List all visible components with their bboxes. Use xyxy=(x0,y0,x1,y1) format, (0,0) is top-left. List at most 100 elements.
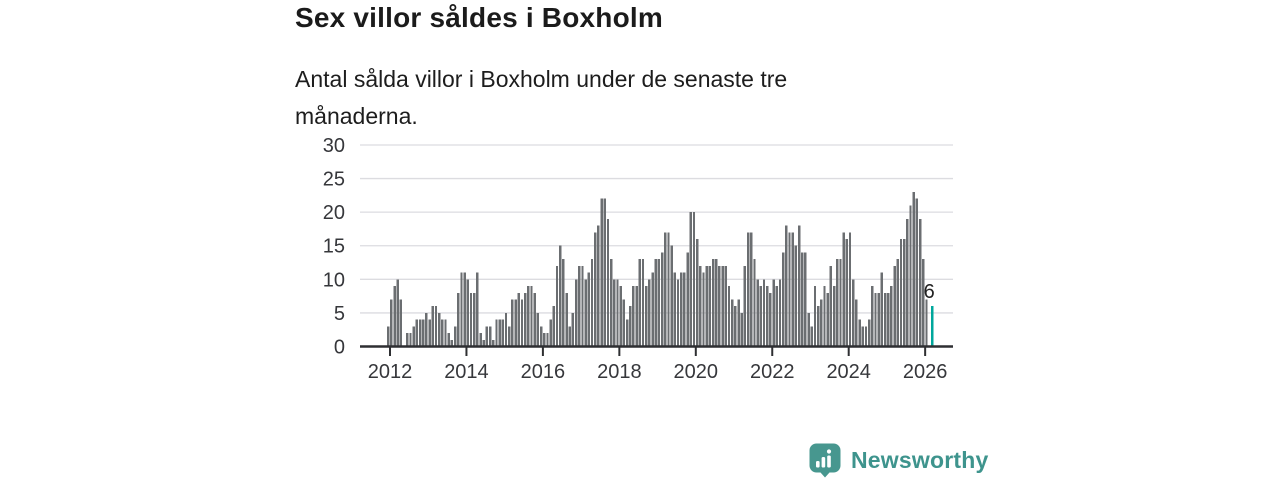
logo-bar-2 xyxy=(821,456,826,467)
bar xyxy=(804,252,807,347)
x-axis-tick-label: 2022 xyxy=(750,361,795,383)
bar xyxy=(396,279,399,347)
bar xyxy=(772,279,775,347)
bar xyxy=(676,279,680,347)
highlight-bar xyxy=(930,306,934,347)
bar xyxy=(581,265,584,347)
brand-footer: Newsworthy xyxy=(809,442,988,478)
bar xyxy=(836,259,839,347)
bar xyxy=(861,326,864,347)
bar xyxy=(533,292,536,347)
bar xyxy=(644,286,648,347)
bar xyxy=(721,265,724,347)
bar xyxy=(549,319,552,347)
bar xyxy=(546,333,549,347)
bar xyxy=(893,265,896,347)
bar xyxy=(864,326,868,347)
bar xyxy=(829,265,833,347)
bar xyxy=(428,319,431,347)
bar xyxy=(603,198,606,347)
x-axis-tick-label: 2014 xyxy=(444,361,489,383)
bar xyxy=(925,299,928,347)
bar xyxy=(867,319,871,347)
bar xyxy=(906,218,909,347)
bar xyxy=(587,272,591,347)
bar xyxy=(648,279,651,347)
bar xyxy=(517,292,520,347)
bar xyxy=(641,259,645,347)
bar xyxy=(794,245,798,347)
bar xyxy=(689,212,692,347)
bar xyxy=(390,299,393,347)
logo-bar-3 xyxy=(827,455,831,467)
bar xyxy=(695,239,699,347)
bar xyxy=(912,192,915,347)
bar xyxy=(816,306,820,347)
bar xyxy=(845,239,849,347)
bar xyxy=(425,312,428,347)
bar xyxy=(734,306,737,347)
chart-title: Sex villor såldes i Boxholm xyxy=(295,2,663,33)
bar xyxy=(727,286,731,347)
bar xyxy=(504,312,508,347)
x-axis-tick-label: 2024 xyxy=(826,361,871,383)
bar xyxy=(750,232,753,347)
brand-name: Newsworthy xyxy=(851,446,989,473)
bar xyxy=(422,319,425,347)
x-axis-tick-label: 2012 xyxy=(368,361,413,383)
bar xyxy=(463,272,466,347)
bar xyxy=(444,319,447,347)
bar xyxy=(743,265,747,347)
bar xyxy=(813,286,817,347)
bar xyxy=(437,312,441,347)
bar xyxy=(778,279,782,347)
bar xyxy=(730,299,734,347)
bar xyxy=(543,333,546,347)
bar xyxy=(848,232,852,347)
bar xyxy=(902,239,906,347)
bar xyxy=(686,252,689,347)
bar xyxy=(762,279,766,347)
bar xyxy=(418,319,422,347)
newsworthy-logo-icon xyxy=(809,443,841,477)
bar xyxy=(899,239,903,347)
bar xyxy=(791,232,794,347)
bar xyxy=(409,333,412,347)
bar xyxy=(807,312,810,347)
bar xyxy=(415,319,419,347)
bar xyxy=(737,299,740,347)
bar xyxy=(680,272,683,347)
bar xyxy=(670,245,673,347)
bar xyxy=(890,286,893,347)
bar xyxy=(552,306,556,347)
bar xyxy=(466,279,470,347)
bar xyxy=(785,225,788,347)
bar xyxy=(746,232,750,347)
bar xyxy=(457,292,460,347)
bar xyxy=(635,286,638,347)
bar xyxy=(488,326,492,347)
bar xyxy=(485,326,489,347)
bar xyxy=(431,306,434,347)
bar xyxy=(578,265,581,347)
bar xyxy=(651,272,654,347)
bar xyxy=(520,299,524,347)
bar xyxy=(476,272,479,347)
bar xyxy=(759,286,763,347)
bar-chart: 0 5 10 15 20 25 30 2012 2014 2016 2018 2020 2022 2024… xyxy=(323,135,953,383)
bar xyxy=(766,286,769,347)
bar xyxy=(619,286,622,347)
y-axis-tick-label: 10 xyxy=(323,269,345,291)
bar xyxy=(606,218,610,347)
x-axis-tick-label: 2026 xyxy=(903,361,948,383)
bar xyxy=(562,259,565,347)
bar xyxy=(740,312,743,347)
bar xyxy=(660,252,664,347)
bar xyxy=(842,232,845,347)
bar xyxy=(523,292,527,347)
bar xyxy=(412,326,415,347)
bar xyxy=(472,292,476,347)
bar xyxy=(450,339,454,347)
bar xyxy=(609,259,613,347)
x-axis-tick-label: 2016 xyxy=(521,361,566,383)
